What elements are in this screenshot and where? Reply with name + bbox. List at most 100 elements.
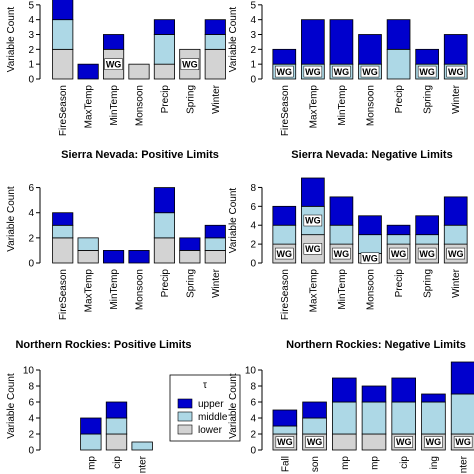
annotation: WG [182,59,198,69]
bar-segment [272,205,297,226]
x-tick-label: FireSeason [58,85,69,136]
bar-segment [450,361,474,395]
annotation-box [303,214,323,227]
bar-segment [443,34,468,65]
x-tick-label: Precip [160,269,171,298]
y-tick-label: 0 [28,446,34,457]
x-tick-label: Monsoon [366,85,377,126]
bar-segment [80,417,102,435]
bar-segment [331,433,357,451]
x-tick-label: Precip [394,85,405,114]
bar-segment [415,215,439,236]
bar-segment [391,401,417,435]
annotation-box [389,247,408,260]
x-tick-label: mp [86,456,97,470]
y-tick-label: 0 [250,446,256,457]
annotation: WG [362,253,378,263]
y-axis-label: Variable Count [228,188,239,254]
bar-segment [415,234,439,245]
annotation-box [360,65,380,78]
annotation: WG [419,249,435,259]
bar-segment [103,250,125,264]
x-tick-label: Monsoon [135,85,146,126]
legend-swatch [177,398,193,409]
bar-segment [415,48,439,65]
y-tick-label: 2 [250,430,256,441]
bar-segment [301,177,325,207]
bar-segment [386,19,411,50]
annotation-box [360,252,380,265]
y-tick-label: 2 [250,240,256,251]
annotation: WG [307,437,323,447]
y-tick-label: 4 [250,414,256,425]
y-tick-label: 3 [250,30,256,41]
x-tick-label: FireSeason [58,269,69,320]
legend-label: upper [198,399,224,410]
bar-segment [52,224,74,239]
annotation-box [275,436,295,448]
y-tick-label: 4 [28,208,34,219]
annotation: WG [277,67,293,77]
x-tick-label: Spring [185,269,196,298]
y-tick-label: 2 [28,45,34,56]
annotation: WG [305,216,321,226]
bar-segment [329,196,354,226]
annotation-box [453,436,473,448]
annotation-box [446,247,465,260]
annotation-box [275,247,294,260]
y-tick-label: 2 [28,430,34,441]
y-tick-label: 4 [28,414,34,425]
bar-segment [358,215,382,236]
annotation: WG [426,437,442,447]
x-tick-label: Monsoon [366,269,377,310]
bar-segment [386,48,411,80]
bar-segment [52,212,74,226]
chart-title: Northern Rockies: Positive Limits [15,339,191,351]
bar-segment [52,19,74,50]
x-tick-label: FireSeason [280,269,291,320]
y-tick-label: 1 [28,60,34,71]
x-tick-label: MaxTemp [308,269,319,313]
x-tick-label: Fall [280,456,291,472]
x-tick-label: Monsoon [135,269,146,310]
y-tick-label: 8 [250,382,256,393]
annotation: WG [106,59,122,69]
y-axis-label: Variable Count [6,373,17,439]
annotation: WG [391,249,407,259]
bar-segment [204,224,226,239]
bar-segment [77,237,99,251]
x-tick-label: MinTemp [337,85,348,126]
bar-segment [361,433,387,451]
y-tick-label: 2 [28,233,34,244]
bar-segment [153,34,175,65]
bar-segment [128,250,150,264]
bar-segment [386,224,411,236]
legend-swatch [177,411,193,422]
bar-segment [153,187,175,214]
bar-segment [179,237,201,251]
x-tick-label: MaxTemp [308,85,319,129]
y-tick-label: 6 [250,398,256,409]
bar-segment [153,237,175,264]
bar-segment [52,0,74,21]
bar-segment [302,417,327,435]
x-tick-label: MaxTemp [84,269,95,313]
bar-segment [131,441,153,451]
annotation: WG [334,249,350,259]
bar-segment [204,237,226,251]
y-axis-label: Variable Count [6,7,17,73]
y-tick-label: 0 [28,75,34,86]
x-tick-label: Spring [423,85,434,114]
x-tick-label: Spring [185,85,196,114]
bar-segment [153,63,175,80]
bar-segment [301,19,325,65]
x-tick-label: Winter [451,268,462,298]
x-tick-label: son [310,456,321,472]
x-tick-label: nter [138,455,149,473]
annotation: WG [448,67,464,77]
x-tick-label: ing [429,456,440,469]
bar-segment [52,237,74,264]
bar-segment [105,401,128,419]
x-tick-label: cip [399,456,410,469]
